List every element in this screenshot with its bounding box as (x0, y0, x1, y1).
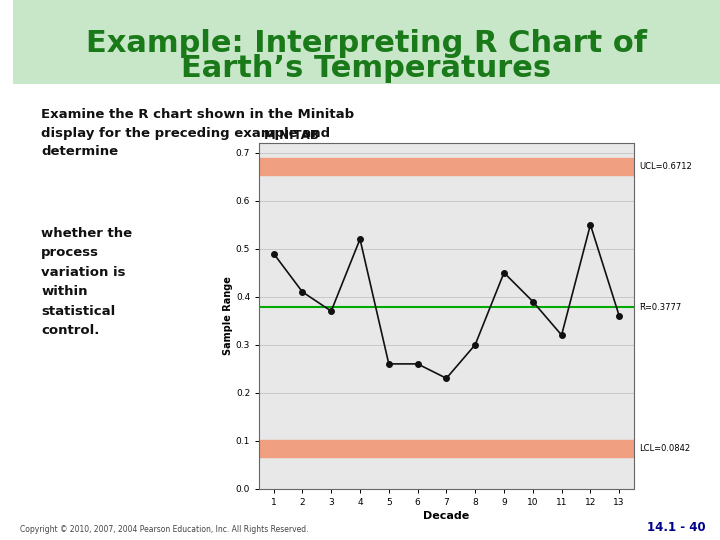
Text: Earth’s Temperatures: Earth’s Temperatures (181, 54, 552, 83)
Bar (259, 440, 634, 457)
Bar (13, 0, 720, 84)
Text: R̅=0.3777: R̅=0.3777 (639, 303, 682, 312)
Bar (259, 158, 634, 175)
Text: Examine the R chart shown in the Minitab
display for the preceding example and
d: Examine the R chart shown in the Minitab… (41, 108, 354, 158)
Y-axis label: Sample Range: Sample Range (223, 276, 233, 355)
Text: LCL=0.0842: LCL=0.0842 (639, 444, 690, 453)
Text: 14.1 - 40: 14.1 - 40 (647, 521, 706, 534)
Text: MINITAB: MINITAB (264, 129, 320, 141)
Text: UCL=0.6712: UCL=0.6712 (639, 162, 692, 171)
Text: Example: Interpreting R Chart of: Example: Interpreting R Chart of (86, 29, 647, 58)
X-axis label: Decade: Decade (423, 511, 469, 521)
Text: whether the
process
variation is
within
statistical
control.: whether the process variation is within … (41, 227, 132, 338)
Text: Copyright © 2010, 2007, 2004 Pearson Education, Inc. All Rights Reserved.: Copyright © 2010, 2007, 2004 Pearson Edu… (20, 524, 309, 534)
